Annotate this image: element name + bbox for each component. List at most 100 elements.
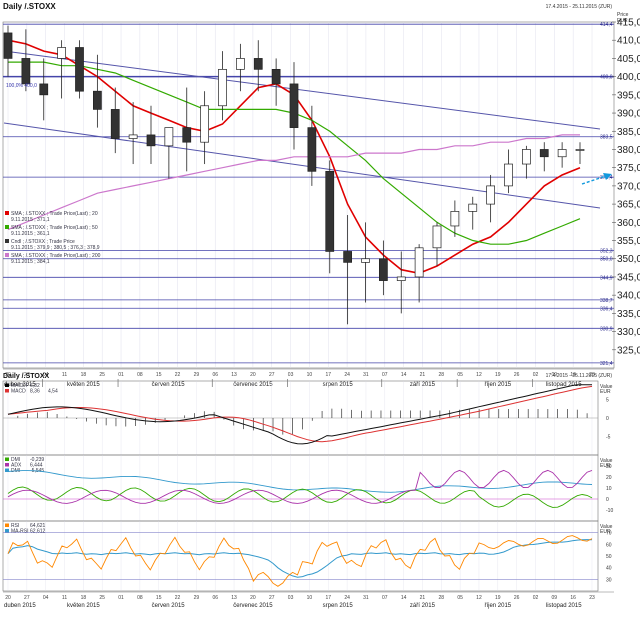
x-month-label: duben 2015 — [4, 382, 36, 388]
y-tick-label: 340,0 — [617, 291, 640, 302]
x-tick-label: 15 — [156, 595, 162, 601]
y-tick-label: 380,0 — [617, 145, 640, 156]
panel-legend-swatch — [5, 523, 9, 527]
x-tick-label: 26 — [514, 595, 520, 601]
x-month-label: listopad 2015 — [546, 382, 582, 388]
y-tick-label: 365,0 — [617, 200, 640, 211]
x-month-label: květen 2015 — [67, 382, 100, 388]
candle — [164, 127, 174, 179]
x-tick-label: 09 — [552, 372, 558, 378]
level-label: 414,4 — [600, 22, 613, 28]
x-tick-label: 23 — [589, 372, 595, 378]
level-label: 336,4 — [600, 306, 613, 312]
legend-swatch — [5, 225, 9, 229]
y-tick-label: 405,0 — [617, 54, 640, 65]
x-tick-label: 03 — [288, 372, 294, 378]
x-tick-label: 27 — [24, 372, 30, 378]
y-tick-label: 375,0 — [617, 163, 640, 174]
fib-annotation: 100,0% 400,0 — [6, 83, 37, 89]
x-tick-label: 23 — [589, 595, 595, 601]
x-month-label: červen 2015 — [152, 382, 186, 388]
x-month-label: listopad 2015 — [546, 603, 582, 609]
level-label: 338,7 — [600, 298, 613, 304]
y-tick-label: 390,0 — [617, 109, 640, 120]
candle — [128, 102, 138, 165]
x-tick-label: 02 — [533, 372, 539, 378]
sma-series-line — [7, 134, 580, 231]
date-range: 17.4.2015 - 25.11.2015 (ZUR) — [546, 4, 613, 10]
x-tick-label: 29 — [194, 595, 200, 601]
candle — [218, 51, 227, 121]
x-tick-label: 09 — [552, 595, 558, 601]
panel-legend-swatch — [5, 457, 9, 461]
x-tick-label: 17 — [325, 372, 331, 378]
x-tick-label: 20 — [250, 372, 256, 378]
panel-value-unit: EUR — [600, 389, 611, 395]
x-month-label: duben 2015 — [4, 603, 36, 609]
panel-legend-swatch — [5, 389, 9, 393]
y-tick-label: 355,0 — [617, 236, 640, 247]
x-month-label: červenec 2015 — [233, 603, 273, 609]
x-tick-label: 20 — [5, 595, 11, 601]
x-month-label: srpen 2015 — [323, 603, 354, 609]
candle — [75, 40, 84, 99]
legend-swatch — [5, 239, 9, 243]
x-month-label: srpen 2015 — [323, 382, 354, 388]
x-tick-label: 27 — [269, 595, 275, 601]
x-tick-label: 31 — [363, 372, 369, 378]
panel-legend-label: MACDF — [11, 383, 29, 389]
panel-value-label: Value — [600, 524, 613, 530]
panel-legend-value: 62,612 — [30, 529, 46, 535]
x-tick-label: 25 — [99, 595, 105, 601]
panel-value-unit: EUR — [600, 529, 611, 535]
adx-line — [7, 469, 593, 504]
x-tick-label: 08 — [137, 595, 143, 601]
candle — [432, 222, 442, 267]
candle — [379, 240, 388, 296]
x-month-label: červen 2015 — [152, 603, 186, 609]
level-label: 321,4 — [600, 361, 613, 367]
x-tick-label: 16 — [570, 595, 576, 601]
panel-legend-swatch — [5, 383, 9, 387]
candle — [200, 91, 209, 165]
macd-signal-line — [7, 385, 593, 443]
x-tick-label: 28 — [439, 595, 445, 601]
level-label: 330,9 — [600, 326, 613, 332]
x-tick-label: 21 — [420, 372, 426, 378]
candle — [557, 142, 567, 168]
x-tick-label: 11 — [62, 372, 67, 378]
panel-legend-label: MACD — [11, 389, 26, 395]
y-tick-label: 330,0 — [617, 327, 640, 338]
panel-y-tick: 5 — [606, 398, 609, 404]
panel-legend-swatch — [5, 463, 9, 467]
x-tick-label: 07 — [382, 595, 388, 601]
panel-legend-label: RSI — [11, 523, 19, 529]
x-tick-label: 13 — [231, 372, 237, 378]
panel-legend-label: MA-RSI — [11, 529, 29, 535]
x-month-label: říjen 2015 — [484, 603, 511, 609]
panel-legend-value: 6,82 — [30, 383, 40, 389]
macd-line — [7, 384, 592, 445]
x-tick-label: 10 — [307, 595, 313, 601]
panel-y-tick: 60 — [606, 542, 612, 548]
candle — [253, 40, 263, 92]
x-tick-label: 27 — [269, 372, 275, 378]
x-tick-label: 07 — [382, 372, 388, 378]
x-tick-label: 18 — [81, 595, 87, 601]
x-tick-label: 18 — [81, 372, 87, 378]
candle — [522, 145, 531, 179]
x-tick-label: 04 — [43, 372, 49, 378]
candle — [93, 54, 102, 128]
x-tick-label: 28 — [439, 372, 445, 378]
candle — [539, 142, 549, 172]
x-tick-label: 08 — [137, 372, 143, 378]
legend-sub: 9.11.2015 ; 361,1 — [11, 231, 50, 237]
channel-upper-line — [3, 50, 601, 130]
x-tick-label: 12 — [476, 372, 482, 378]
x-month-label: září 2015 — [410, 603, 436, 609]
x-tick-label: 20 — [5, 372, 11, 378]
candle — [236, 43, 245, 92]
y-tick-label: 395,0 — [617, 90, 640, 101]
candle — [450, 200, 460, 237]
x-month-label: říjen 2015 — [484, 382, 511, 388]
